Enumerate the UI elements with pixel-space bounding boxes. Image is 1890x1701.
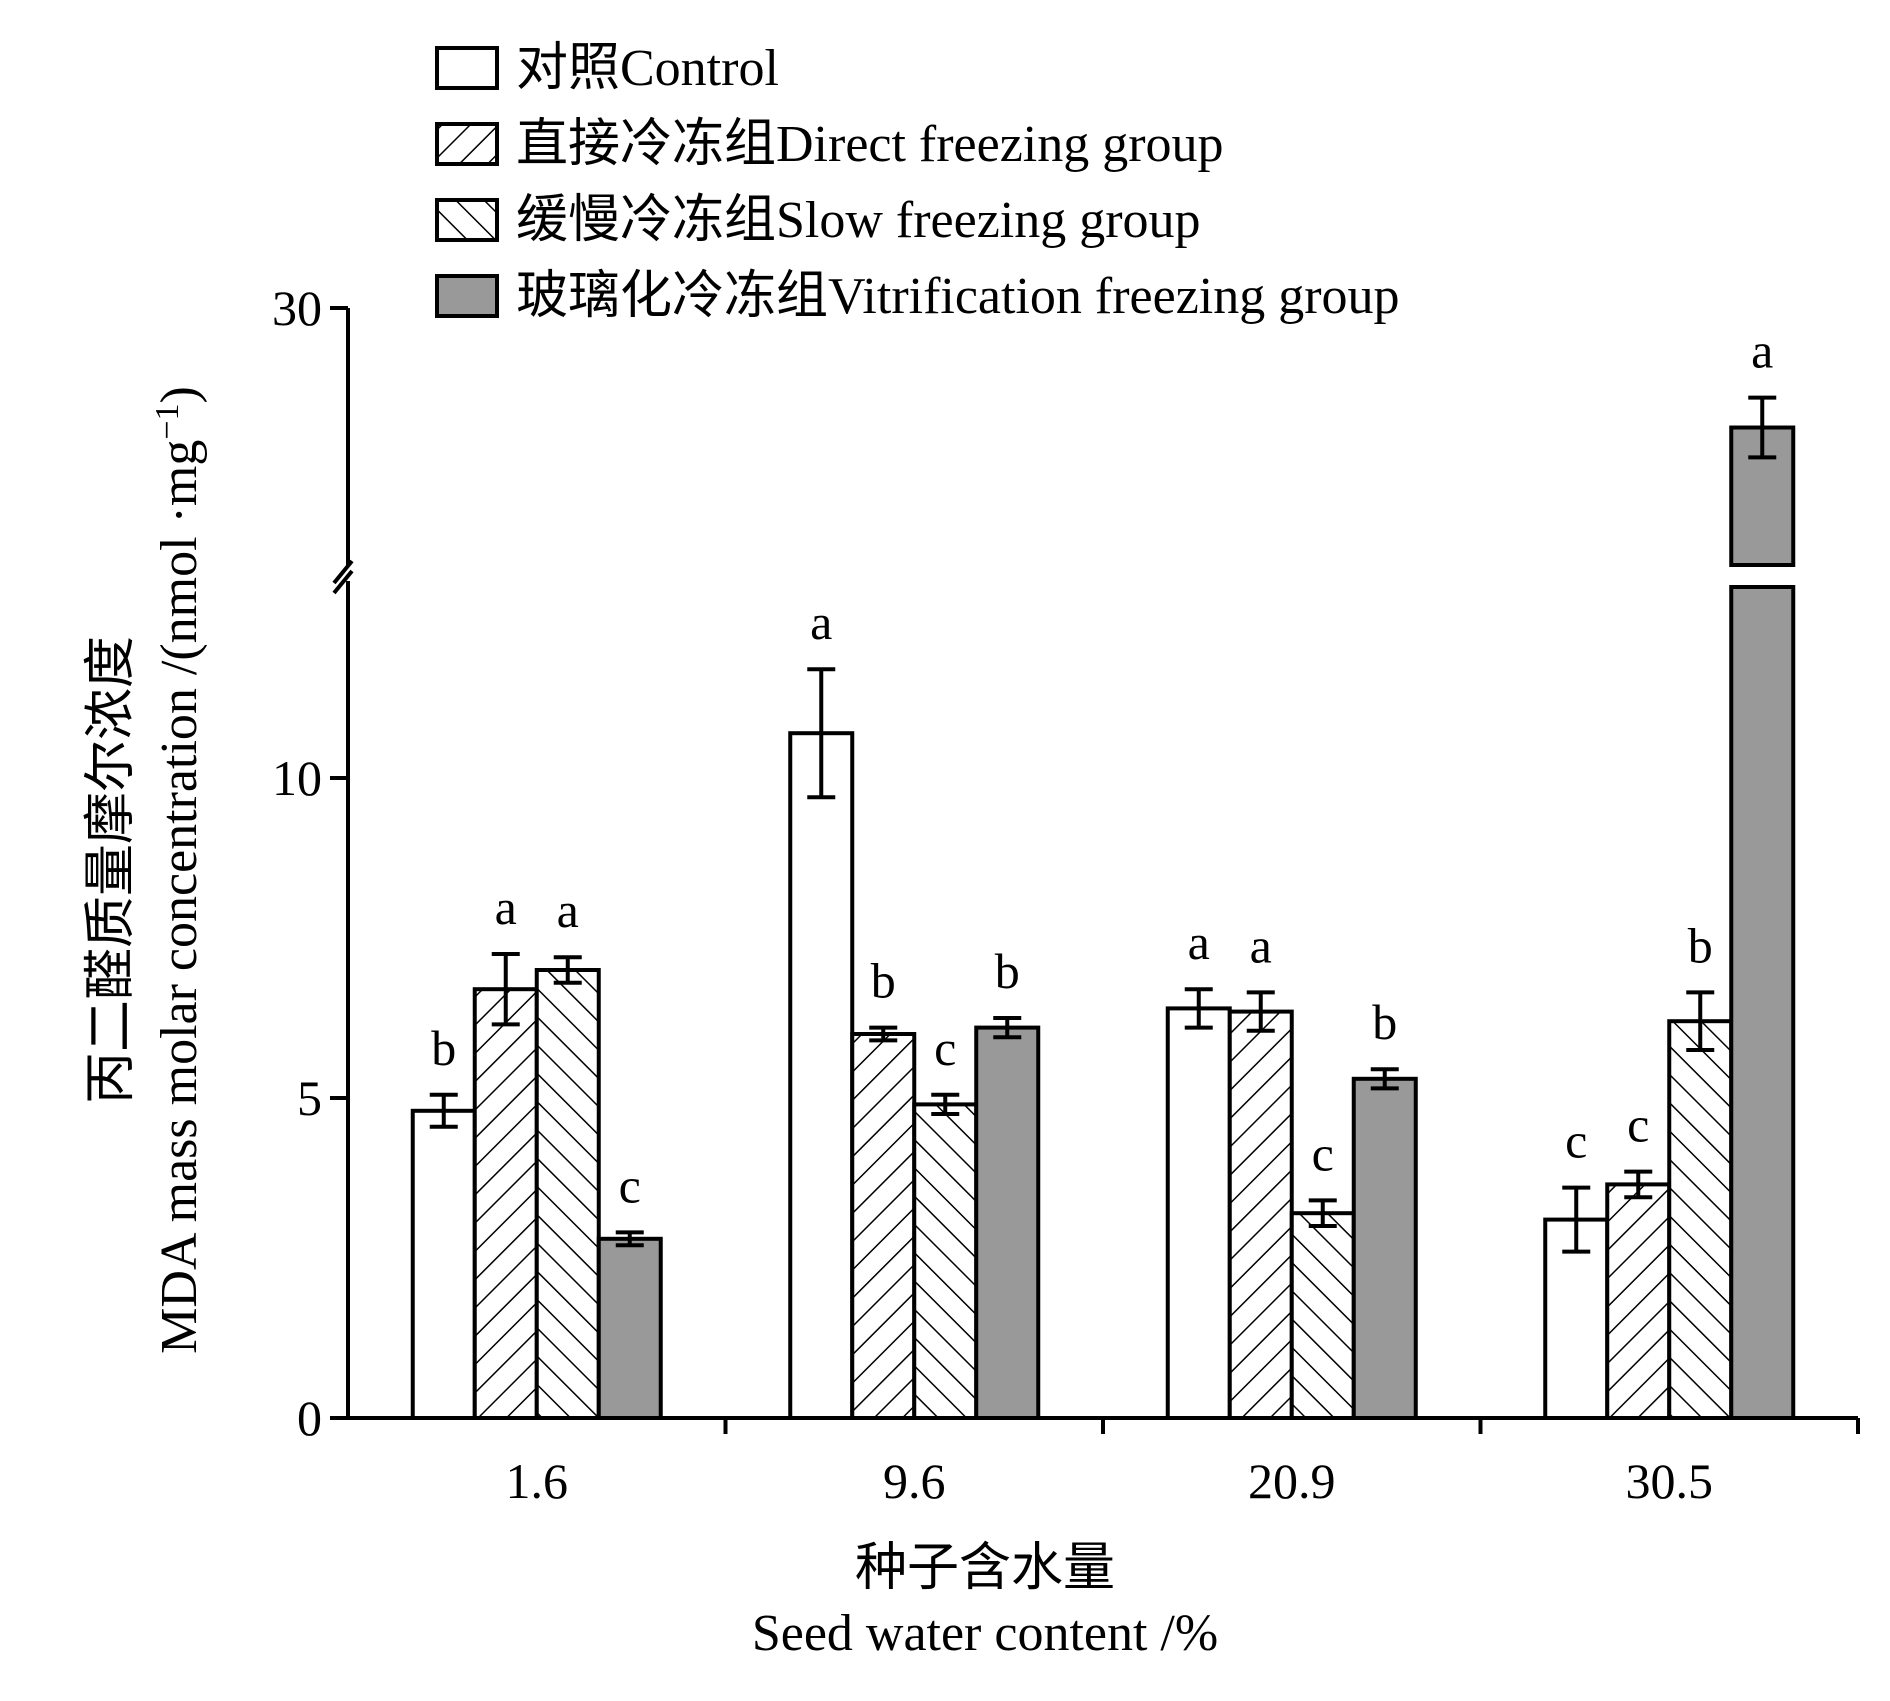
legend-label: 缓慢冷冻组Slow freezing group <box>516 192 1201 249</box>
y-tick-label: 0 <box>297 1390 322 1446</box>
significance-letter: b <box>995 943 1020 999</box>
significance-letter: b <box>431 1020 456 1076</box>
legend: 对照Control 直接冷冻组Direct freezing group 缓慢冷冻组… <box>435 40 1400 325</box>
legend-swatch <box>435 198 499 242</box>
legend-swatch <box>435 46 499 90</box>
bar <box>410 1108 477 1421</box>
x-tick-label: 9.6 <box>883 1453 946 1509</box>
bar <box>1227 1009 1294 1420</box>
y-axis-title-en-sup: −1 <box>149 403 186 439</box>
bar <box>472 987 539 1420</box>
legend-label: 直接冷冻组Direct freezing group <box>516 116 1224 173</box>
significance-letter: c <box>619 1157 641 1213</box>
bar <box>974 1025 1041 1420</box>
y-axis-title-cn: 丙二醛质量摩尔浓度 <box>83 636 140 1104</box>
significance-letter: a <box>810 594 832 650</box>
bar <box>1289 1211 1356 1420</box>
significance-letter: a <box>1250 917 1272 973</box>
significance-letter: c <box>934 1020 956 1076</box>
bar <box>1605 1182 1672 1421</box>
bar <box>1165 1006 1232 1421</box>
axis-break-mark <box>332 569 354 595</box>
significance-letter: b <box>1372 994 1397 1050</box>
y-tick-label: 10 <box>272 750 322 806</box>
y-tick-label: 30 <box>272 280 322 336</box>
significance-letter: a <box>557 882 579 938</box>
y-axis-title-en: MDA mass molar concentration /(nmol ·mg−… <box>149 386 208 1354</box>
axis-break-mark <box>332 559 354 585</box>
bar <box>596 1236 663 1421</box>
y-axis-title-en-main: MDA mass molar concentration /(nmol ·mg <box>151 440 208 1354</box>
x-tick-label: 30.5 <box>1626 1453 1714 1509</box>
legend-label: 对照Control <box>516 40 779 97</box>
bar <box>788 731 855 1420</box>
x-tick-label: 20.9 <box>1248 1453 1336 1509</box>
bar <box>1351 1076 1418 1421</box>
bar <box>1729 585 1796 1420</box>
bar <box>1667 1019 1734 1420</box>
bar <box>912 1102 979 1421</box>
x-axis-title-en: Seed water content /% <box>752 1605 1218 1662</box>
significance-letter: c <box>1312 1125 1334 1181</box>
y-axis-title-en-close: ) <box>151 386 208 403</box>
significance-letter: c <box>1565 1113 1587 1169</box>
significance-letter: a <box>1751 323 1773 379</box>
bar-break-gap <box>1728 567 1797 585</box>
significance-letter: a <box>495 879 517 935</box>
significance-letter: a <box>1188 914 1210 970</box>
bar <box>850 1032 917 1420</box>
axis-labels: 丙二醛质量摩尔浓度 MDA mass molar concentration /… <box>83 386 1218 1662</box>
legend-swatch <box>435 122 499 166</box>
significance-letter: c <box>1627 1097 1649 1153</box>
legend-swatch <box>435 274 499 318</box>
legend-label: 玻璃化冷冻组Vitrification freezing group <box>516 268 1400 325</box>
x-tick-label: 1.6 <box>506 1453 569 1509</box>
significance-letter: b <box>1688 917 1713 973</box>
y-tick-label: 5 <box>297 1070 322 1126</box>
bar <box>534 968 601 1420</box>
x-axis-title-cn: 种子含水量 <box>855 1540 1115 1597</box>
significance-letter: b <box>871 953 896 1009</box>
axes: 0 5 10 30 1.6 9.6 20.9 30.5 <box>272 280 1860 1509</box>
